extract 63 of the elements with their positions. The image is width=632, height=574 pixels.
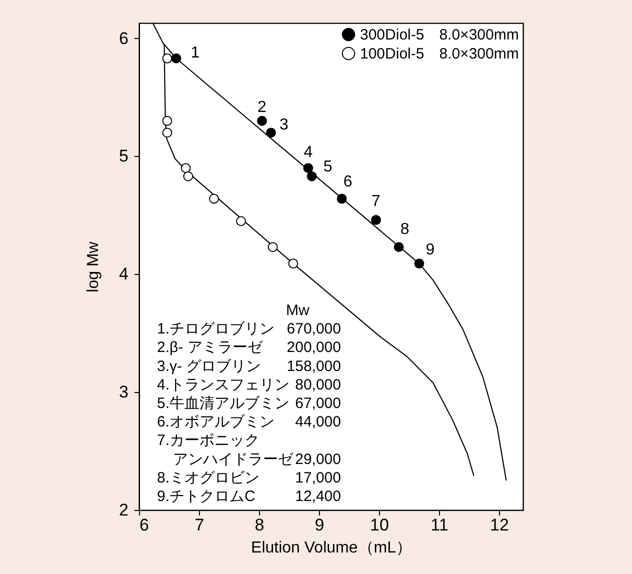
x-tick-label: 11: [430, 516, 448, 534]
annotation: 3: [280, 116, 289, 134]
y-tick-label: 2: [119, 500, 128, 520]
annotation: 67,000: [295, 395, 341, 412]
point: [306, 171, 317, 182]
point: [336, 194, 347, 204]
point: [171, 53, 182, 64]
y-tick-label: 6: [119, 28, 128, 48]
annotation: アンハイドラーゼ: [173, 450, 294, 468]
y-tick-label: 4: [119, 264, 128, 284]
x-tick-label: 9: [314, 516, 324, 534]
point: [268, 242, 278, 252]
annotation: 80,000: [295, 376, 341, 394]
point: [414, 258, 424, 269]
annotation: 3.γ- グロブリン: [157, 358, 262, 375]
annotation: 6: [343, 174, 352, 191]
annotation: 8.ミオグロビン: [157, 469, 260, 486]
annotation: 12,400: [295, 488, 341, 505]
point: [162, 128, 172, 138]
x-tick-label: 8: [254, 516, 264, 534]
x-axis-title: Elution Volume（mL）: [251, 540, 412, 556]
annotation: 9.チトクロムC: [157, 488, 256, 505]
point: [236, 216, 246, 226]
point: [288, 258, 298, 269]
annotation: Mw: [286, 302, 310, 319]
point: [303, 163, 314, 173]
annotation: 29,000: [295, 450, 341, 468]
annotation: 17,000: [295, 469, 341, 486]
annotation: 5.牛血清アルブミン: [157, 395, 290, 412]
annotation: 670,000: [286, 320, 341, 338]
point: [394, 242, 404, 252]
annotation: 44,000: [295, 414, 341, 431]
annotation: 4: [304, 144, 313, 162]
legend-label: 300Diol-5 8.0×300mm: [360, 26, 519, 44]
x-tick-label: 7: [194, 516, 204, 534]
annotation: 200,000: [286, 339, 341, 356]
point: [183, 171, 194, 182]
point: [209, 194, 219, 204]
annotation: 7.カーボニック: [157, 432, 260, 450]
x-tick-label: 6: [140, 516, 149, 534]
legend-label: 100Diol-5 8.0×300mm: [360, 46, 519, 62]
point: [371, 214, 381, 225]
annotation: 9: [426, 242, 435, 259]
y-tick-label: 3: [119, 382, 128, 402]
annotation: 158,000: [286, 358, 341, 375]
y-axis-title: log Mw: [85, 241, 102, 292]
annotation: 5: [323, 158, 332, 176]
x-tick-label: 10: [370, 516, 389, 534]
y-tick-label: 5: [119, 146, 128, 166]
point: [180, 163, 191, 173]
point: [257, 116, 267, 126]
annotation: 2.β- アミラーゼ: [157, 339, 264, 356]
annotation: 7: [372, 192, 381, 210]
point: [266, 128, 276, 138]
annotation: 1.チログロブリン: [157, 320, 275, 338]
annotation: 6.オボアルブミン: [157, 414, 275, 431]
annotation: 2: [258, 98, 267, 116]
point: [162, 116, 172, 126]
annotation: 8: [400, 221, 410, 238]
x-tick-label: 12: [490, 516, 509, 534]
point: [162, 53, 172, 64]
annotation: 1: [190, 44, 200, 62]
annotation: 4.トランスフェリン: [157, 376, 290, 394]
